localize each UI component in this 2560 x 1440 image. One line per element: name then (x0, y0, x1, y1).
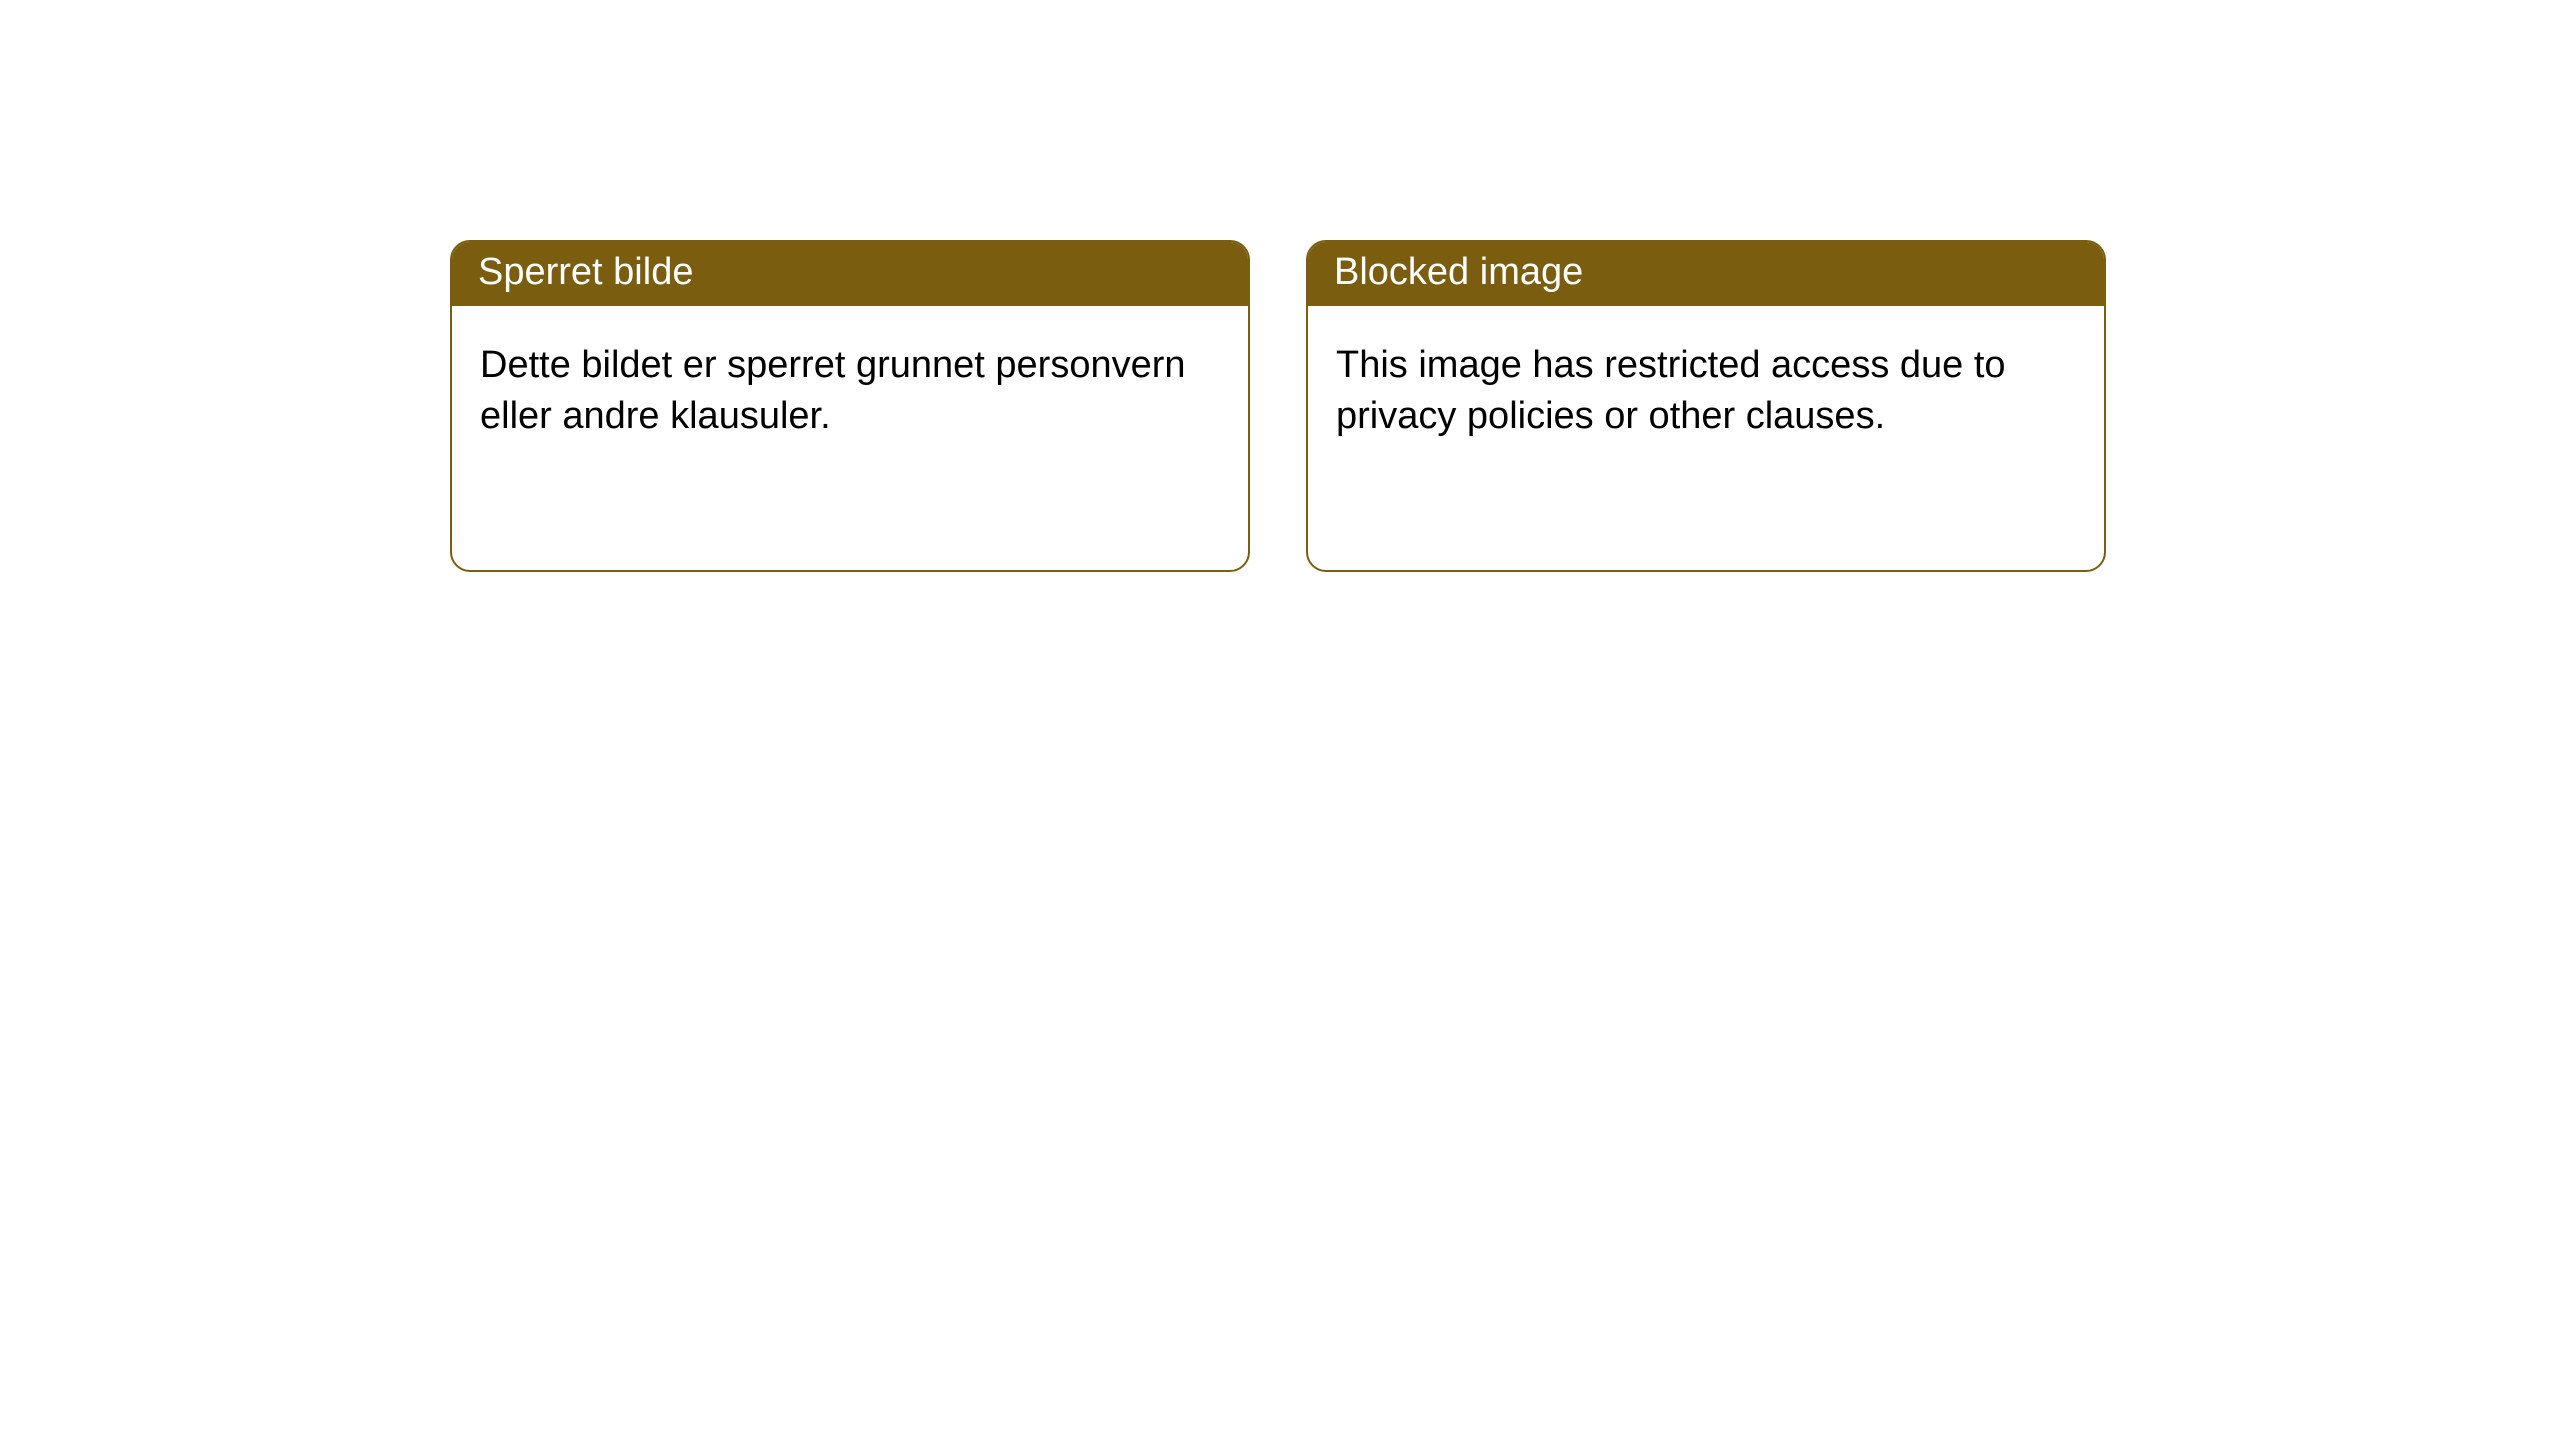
blocked-image-card-english: Blocked image This image has restricted … (1306, 240, 2106, 572)
card-body-english: This image has restricted access due to … (1308, 306, 2104, 477)
card-title-english: Blocked image (1308, 242, 2104, 306)
notice-container: Sperret bilde Dette bildet er sperret gr… (0, 0, 2560, 572)
card-body-norwegian: Dette bildet er sperret grunnet personve… (452, 306, 1248, 477)
card-title-norwegian: Sperret bilde (452, 242, 1248, 306)
blocked-image-card-norwegian: Sperret bilde Dette bildet er sperret gr… (450, 240, 1250, 572)
